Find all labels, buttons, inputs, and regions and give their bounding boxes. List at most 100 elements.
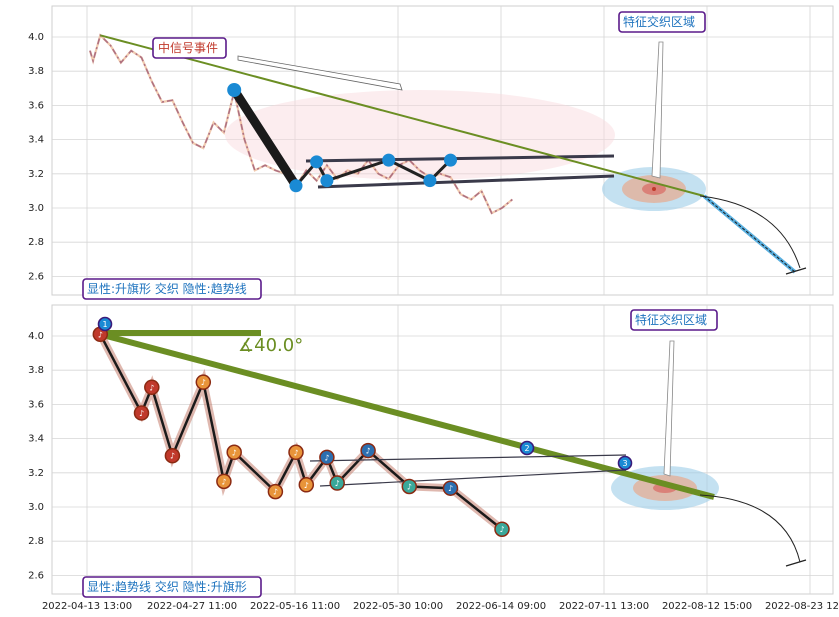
- pivot-marker: [267, 483, 284, 500]
- bottom-zone-label: 特征交织区域: [630, 309, 718, 331]
- pivot-marker-glyph: ♪: [324, 453, 329, 462]
- y-tick-label: 3.6: [28, 399, 44, 410]
- y-tick-label: 3.4: [28, 434, 44, 445]
- x-tick-label: 2022-05-30 10:00: [353, 601, 443, 612]
- pivot-marker-glyph: ♪: [273, 488, 278, 497]
- top-zone-label-text: 特征交织区域: [623, 14, 695, 29]
- y-tick-label: 2.8: [28, 237, 44, 248]
- pivot-marker: [382, 153, 396, 167]
- numbered-marker-label: 1: [102, 320, 107, 329]
- pivot-marker-glyph: ♪: [293, 448, 298, 457]
- pivot-marker: [423, 174, 437, 188]
- pivot-marker: [195, 374, 212, 390]
- pivot-marker-glyph: ♪: [149, 383, 154, 392]
- bottom-panel: ♪♪♪♪♪♪♪♪♪♪♪♪♪♪ ♪♪123: [92, 316, 807, 567]
- y-tick-label: 3.8: [28, 365, 44, 376]
- y-tick-label: 3.2: [28, 468, 44, 479]
- bottom-pattern-label-text: 显性:趋势线 交织 隐性:升旗形: [87, 579, 247, 594]
- pivot-marker-glyph: ♪: [407, 482, 412, 491]
- trendline: [99, 331, 715, 500]
- event-label-text: 中信号事件: [158, 40, 218, 55]
- top-panel: [88, 33, 807, 275]
- y-tick-label: 4.0: [28, 331, 44, 342]
- pivot-marker: [401, 478, 418, 495]
- y-tick-label: 3.6: [28, 100, 44, 111]
- event-arrow: [237, 55, 403, 91]
- pivot-marker: [227, 83, 242, 98]
- pivot-marker: [133, 405, 150, 421]
- pivot-marker-glyph: ♪: [304, 481, 309, 490]
- thick-wave-leg: [230, 87, 300, 189]
- trendline-projection: [702, 194, 797, 274]
- target-arc: [699, 494, 801, 563]
- pivot-marker: [144, 379, 160, 396]
- target-mark: [785, 267, 807, 275]
- bottom-zone-label-text: 特征交织区域: [635, 312, 707, 327]
- flag-upper-boundary: [305, 154, 615, 163]
- numbered-marker: [97, 316, 113, 332]
- zone-arrow: [651, 41, 664, 179]
- top-y-axis: 4.0 3.8 3.6 3.4 3.2 3.0 2.8 2.6: [28, 32, 44, 282]
- pivot-marker-glyph: ♪: [98, 330, 103, 339]
- trendline: [100, 34, 705, 197]
- x-tick-label: 2022-08-23 12:00: [765, 601, 839, 612]
- pivot-marker-glyph: ♪: [170, 452, 175, 461]
- pivot-marker-glyph: ♪: [221, 477, 226, 486]
- numbered-marker: [519, 440, 535, 456]
- top-pattern-label-text: 显性:升旗形 交织 隐性:趋势线: [87, 281, 247, 296]
- x-tick-label: 2022-08-12 15:00: [662, 601, 752, 612]
- target-mark: [785, 559, 807, 567]
- flag-lower-boundary: [317, 174, 615, 189]
- y-tick-label: 3.0: [28, 502, 44, 513]
- x-tick-label: 2022-06-14 09:00: [456, 601, 546, 612]
- pivot-marker: [298, 477, 315, 493]
- pivot-marker: [444, 153, 457, 167]
- bottom-pattern-label: 显性:趋势线 交织 隐性:升旗形: [82, 576, 262, 598]
- y-tick-label: 2.6: [28, 271, 44, 282]
- pivot-marker-glyph: ♪: [139, 409, 144, 418]
- y-tick-label: 2.6: [28, 570, 44, 581]
- numbered-marker: [617, 455, 633, 471]
- pivot-marker: [310, 155, 324, 169]
- pivot-marker-glyph: ♪: [232, 448, 237, 457]
- y-tick-label: 3.8: [28, 66, 44, 77]
- pivot-marker-glyph: ♪: [366, 447, 371, 456]
- flag-upper-boundary: [309, 454, 627, 462]
- pivot-marker: [164, 447, 181, 464]
- pivot-marker: [442, 480, 459, 496]
- x-tick-label: 2022-07-11 13:00: [559, 601, 649, 612]
- x-tick-label: 2022-04-13 13:00: [42, 601, 132, 612]
- x-axis: 2022-04-13 13:00 2022-04-27 11:00 2022-05-…: [42, 601, 839, 612]
- zone-center-dot: [652, 187, 656, 191]
- pivot-line: [99, 333, 503, 531]
- y-tick-label: 2.8: [28, 536, 44, 547]
- pivot-marker: [288, 444, 304, 461]
- top-pattern-label: 显性:升旗形 交织 隐性:趋势线: [82, 278, 262, 300]
- angle-label: ∡40.0°: [238, 335, 303, 356]
- x-tick-label: 2022-04-27 11:00: [147, 601, 237, 612]
- pivot-marker: [320, 174, 334, 188]
- target-arc: [699, 195, 801, 269]
- top-zone-label: 特征交织区域: [618, 11, 706, 33]
- x-tick-label: 2022-05-16 11:00: [250, 601, 340, 612]
- pivot-marker: [216, 473, 232, 490]
- y-tick-label: 3.0: [28, 203, 44, 214]
- y-tick-label: 3.4: [28, 135, 44, 146]
- bottom-y-axis: 4.0 3.8 3.6 3.4 3.2 3.0 2.8 2.6: [28, 331, 44, 581]
- flag-lower-boundary: [319, 469, 627, 487]
- pivot-marker-glyph: ♪: [448, 484, 453, 493]
- pivot-marker: [494, 521, 510, 537]
- pivot-marker: [289, 179, 303, 193]
- pivot-marker-glyph: ♪: [201, 378, 206, 387]
- pivot-marker: [226, 444, 242, 461]
- numbered-marker-label: 2: [524, 444, 529, 453]
- pivot-marker-glyph: ♪: [335, 479, 340, 488]
- bottom-panel-grid: [52, 305, 833, 594]
- y-tick-label: 3.2: [28, 169, 44, 180]
- zone-arrow: [663, 340, 675, 477]
- pivot-marker: [329, 475, 345, 491]
- numbered-marker-label: 3: [622, 459, 627, 468]
- pivot-marker-glyph: ♪: [499, 525, 504, 534]
- pivot-marker: [319, 449, 335, 466]
